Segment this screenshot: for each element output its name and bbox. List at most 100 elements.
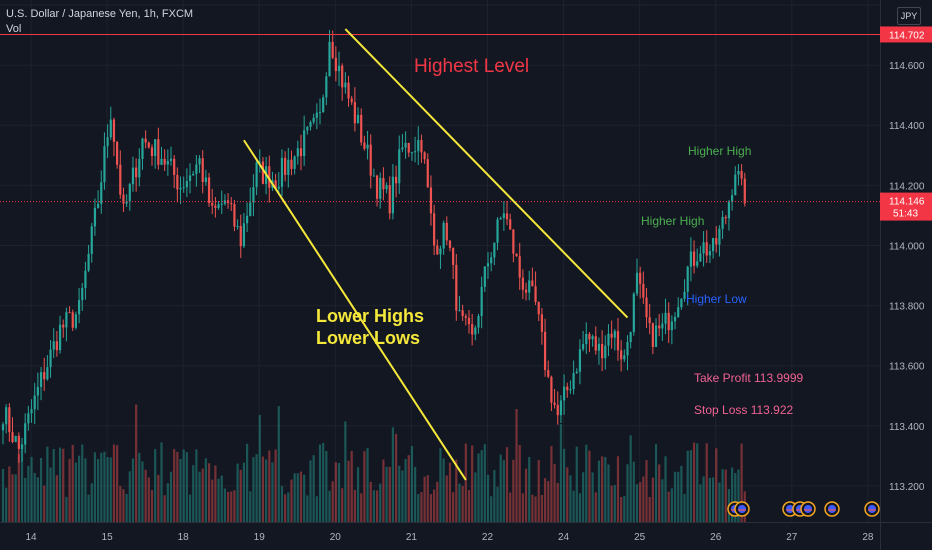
candle-body [727,201,731,219]
candle-body [49,349,52,368]
volume-bar [347,460,350,522]
candle-body [280,157,284,187]
volume-bar [731,467,734,522]
highest-level-annotation[interactable]: Highest Level [414,56,529,77]
candle-body [699,253,702,262]
higher-high-annotation[interactable]: Higher High [688,144,751,158]
candle-body [572,373,575,390]
candle-body [467,317,471,325]
event-markers[interactable] [727,501,880,517]
volume-bar [68,458,71,522]
price-axis[interactable]: 113.200 113.400 113.600 113.800 114.000 114.2… [880,0,932,550]
volume-bar [163,495,166,522]
volume-bar [71,444,74,522]
volume-bar [464,443,467,522]
candle-body [185,181,188,188]
volume-bar [490,496,493,522]
candle-body [119,164,122,195]
volume-bar [426,475,429,522]
candle-body [106,137,109,147]
higher-low-annotation[interactable]: Higher Low [686,292,747,306]
volume-bar [274,449,277,522]
symbol-title[interactable]: U.S. Dollar / Japanese Yen, 1h, FXCM [6,8,194,20]
candle-body [303,130,306,157]
volume-bar [201,468,204,522]
candle-body [601,343,604,359]
lower-lows-annotation[interactable]: Lower Lows [316,328,420,348]
candle-body [192,173,195,176]
candle-body [635,272,639,294]
higher-high-annotation-2[interactable]: Higher High [641,214,704,228]
volume-bars [1,404,746,522]
candle-body [242,223,246,247]
volume-bar [696,443,699,522]
time-tick-label: 18 [178,532,190,543]
volume-bar [417,493,420,522]
volume-bar [613,485,616,522]
volume-bar [582,472,585,522]
volume-bar [74,462,78,522]
volume-bar [331,481,334,522]
take-profit-annotation[interactable]: Take Profit 113.9999 [694,371,804,385]
candle-body [236,226,239,228]
volume-bar [537,459,540,522]
volume-bar [46,446,49,522]
candle-body [309,122,312,127]
candle-body [677,307,680,317]
stop-loss-annotation[interactable]: Stop Loss 113.922 [694,403,794,417]
candle-body [673,316,677,322]
volume-bar [505,447,509,522]
candle-body [239,226,242,247]
volume-bar [65,496,68,522]
volume-bar [106,457,109,522]
volume-bar [661,479,664,522]
volume-bar [407,455,410,522]
candle-body [512,229,515,254]
volume-bar [293,473,296,522]
volume-bar [673,471,677,522]
candle-body [575,371,578,374]
volume-bar [204,458,207,522]
event-flag-icon-inner [828,505,836,513]
volume-bar [708,477,712,522]
volume-bar [195,449,198,522]
currency-button[interactable]: JPY [897,7,921,25]
candle-body [566,386,569,391]
candle-body [157,139,160,165]
candle-body [179,187,182,190]
volume-bar [363,451,366,522]
time-tick-label: 24 [558,532,570,543]
candle-body [217,204,220,208]
candle-body [455,264,458,311]
candle-body [258,161,261,163]
candle-body [90,226,93,254]
candle-body [11,432,14,443]
time-axis[interactable]: 14 15 18 19 20 21 22 24 25 26 27 28 [0,522,932,544]
candle-body [550,376,553,403]
candle-body [58,324,62,351]
volume-bar [553,463,556,522]
candle-body [328,41,331,77]
candle-body [8,407,11,433]
candle-body [471,324,474,335]
candle-body [715,238,718,245]
candle-body [325,76,328,98]
candle-body [182,187,185,189]
volume-bar [455,459,458,522]
candle-body [521,277,524,290]
volume-bar [645,459,648,522]
volume-bar [699,484,702,522]
volume-bar [245,443,249,522]
volume-bar [474,472,477,522]
event-flag-icon-inner [738,505,746,513]
volume-bar [135,404,138,522]
candle-body [648,317,651,324]
candle-body [433,213,436,246]
candle-body [39,372,43,387]
volume-indicator-label[interactable]: Vol [6,23,22,35]
candle-body [597,343,601,351]
candle-body [84,270,87,288]
lower-highs-annotation[interactable]: Lower Highs [316,306,424,326]
volume-bar [375,490,379,522]
